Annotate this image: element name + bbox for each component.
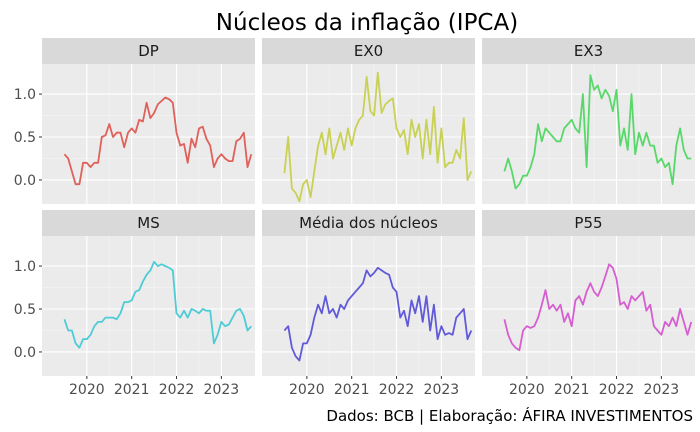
- y-tick-label: 1.0: [14, 259, 36, 275]
- panel-background: [42, 236, 255, 376]
- x-tick-label: 2020: [69, 382, 105, 398]
- x-tick-label: 2020: [509, 382, 545, 398]
- series-line-ex3: [503, 74, 692, 190]
- facet-strip: [42, 210, 255, 236]
- facet-strip: [262, 38, 475, 64]
- x-tick-label: 2023: [204, 382, 240, 398]
- series-line-p55: [503, 263, 693, 352]
- x-tick-label: 2023: [644, 382, 680, 398]
- x-tick-label: 2022: [379, 382, 415, 398]
- series-line-ms: [63, 260, 252, 349]
- panel-background: [482, 236, 695, 376]
- x-tick-label: 2020: [289, 382, 325, 398]
- chart-title: Núcleos da inflação (IPCA): [216, 10, 518, 36]
- y-tick-label: 1.0: [14, 87, 36, 103]
- x-tick-label: 2021: [334, 382, 370, 398]
- facet-strip: [42, 38, 255, 64]
- facet-ex0: EX0: [262, 38, 475, 204]
- facet-p55: P55 2020 2021 2022 2023: [482, 210, 695, 398]
- panel-background: [262, 64, 475, 204]
- x-tick-label: 2021: [114, 382, 150, 398]
- series-line-media-dos-nucleos: [283, 266, 473, 362]
- facet-dp: DP 0.0 0.5 1.0: [14, 38, 255, 204]
- facet-label: Média dos núcleos: [299, 214, 438, 232]
- y-tick-label: 0.5: [14, 302, 36, 318]
- facet-panels: DP 0.0 0.5 1.0 EX0 EX3 MS 0.0 0.5 1.0 2020 2021 2022…: [14, 38, 695, 398]
- y-tick-label: 0.0: [14, 173, 36, 189]
- facet-strip: [262, 210, 475, 236]
- facet-label: EX0: [354, 42, 383, 60]
- facet-label: MS: [137, 214, 159, 232]
- facet-label: EX3: [574, 42, 603, 60]
- x-tick-label: 2022: [599, 382, 635, 398]
- facet-ex3: EX3: [482, 38, 695, 204]
- facet-ms: MS 0.0 0.5 1.0 2020 2021 2022 2023: [14, 210, 255, 398]
- facet-strip: [482, 38, 695, 64]
- x-tick-label: 2023: [424, 382, 460, 398]
- series-line-dp: [63, 96, 253, 186]
- facet-label: DP: [138, 42, 159, 60]
- facet-media-dos-nucleos: Média dos núcleos 2020 2021 2022 2023: [262, 210, 475, 398]
- x-tick-label: 2022: [159, 382, 195, 398]
- facet-strip: [482, 210, 695, 236]
- panel-background: [42, 64, 255, 204]
- y-tick-label: 0.5: [14, 130, 36, 146]
- panel-background: [262, 236, 475, 376]
- chart-caption: Dados: BCB | Elaboração: ÁFIRA INVESTIME…: [326, 406, 693, 425]
- y-tick-label: 0.0: [14, 345, 36, 361]
- facet-label: P55: [574, 214, 602, 232]
- series-line-ex0: [283, 71, 473, 203]
- x-tick-label: 2021: [554, 382, 590, 398]
